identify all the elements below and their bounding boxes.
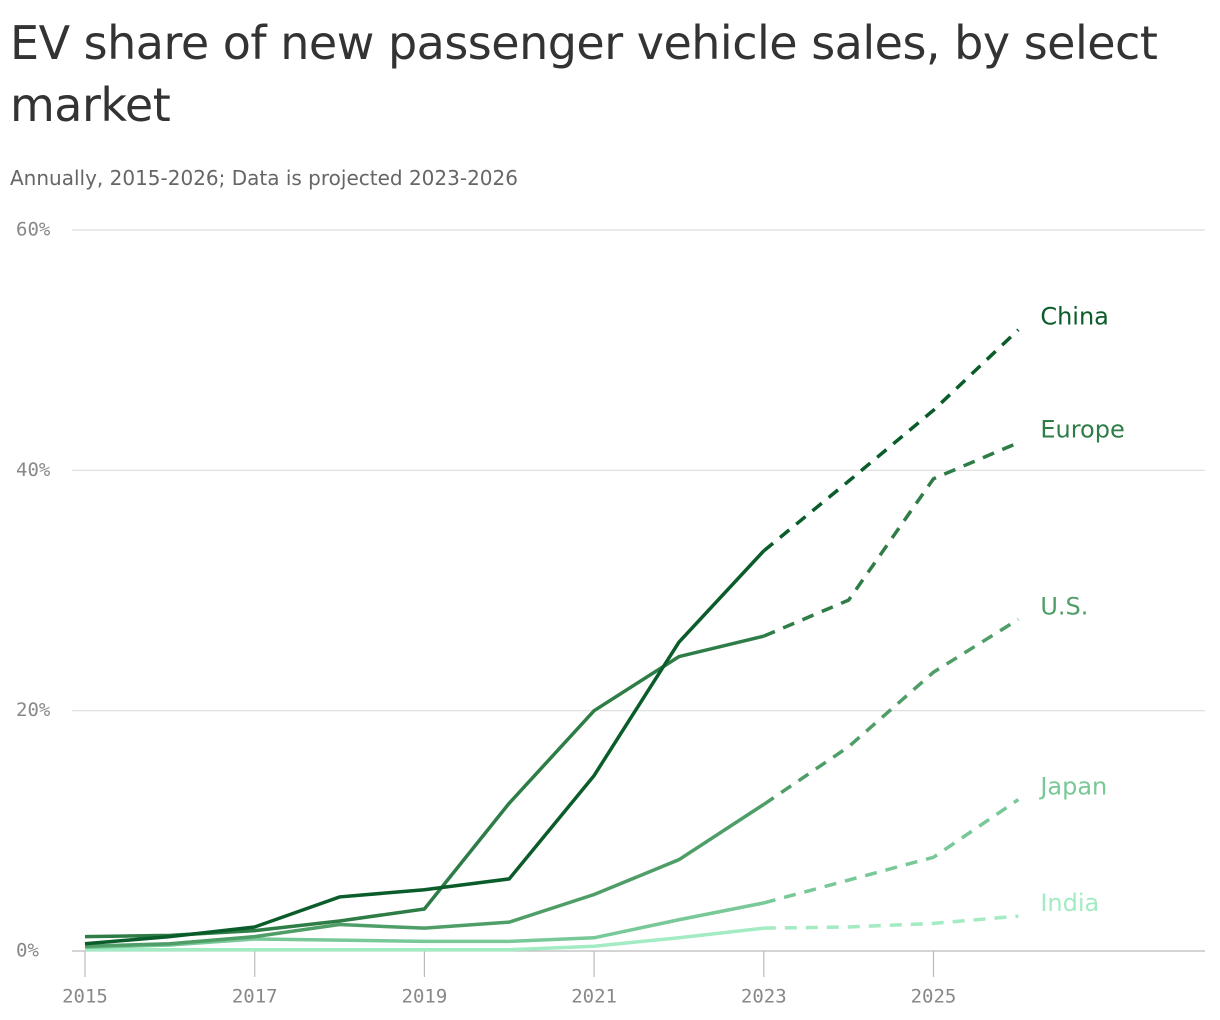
y-tick-label: 20% <box>16 699 51 721</box>
projected-line <box>763 441 1020 638</box>
projected-line <box>763 798 1020 905</box>
x-tick-label: 2017 <box>232 986 278 1008</box>
y-tick-label: 0% <box>16 940 39 962</box>
line <box>84 802 765 948</box>
line <box>85 926 764 952</box>
line <box>84 634 765 939</box>
projected-line <box>762 617 1020 806</box>
x-tick-label: 2015 <box>62 986 108 1008</box>
y-tick-label: 40% <box>16 459 51 481</box>
x-tick-label: 2023 <box>741 986 787 1008</box>
x-tick-label: 2021 <box>571 986 617 1008</box>
chart-title: EV share of new passenger vehicle sales,… <box>10 16 1158 132</box>
x-tick-label: 2025 <box>911 986 957 1008</box>
y-tick-label: 60% <box>16 219 51 241</box>
projected-line <box>762 328 1020 553</box>
chart-subtitle: Annually, 2015-2026; Data is projected 2… <box>10 166 518 190</box>
series-label: Japan <box>1038 773 1107 801</box>
series-label: U.S. <box>1040 592 1088 620</box>
series-label: China <box>1040 303 1109 331</box>
projected-line <box>763 914 1019 930</box>
x-tick-label: 2019 <box>402 986 448 1008</box>
line <box>84 549 766 946</box>
series-label: India <box>1040 889 1099 917</box>
series-label: Europe <box>1040 416 1124 444</box>
